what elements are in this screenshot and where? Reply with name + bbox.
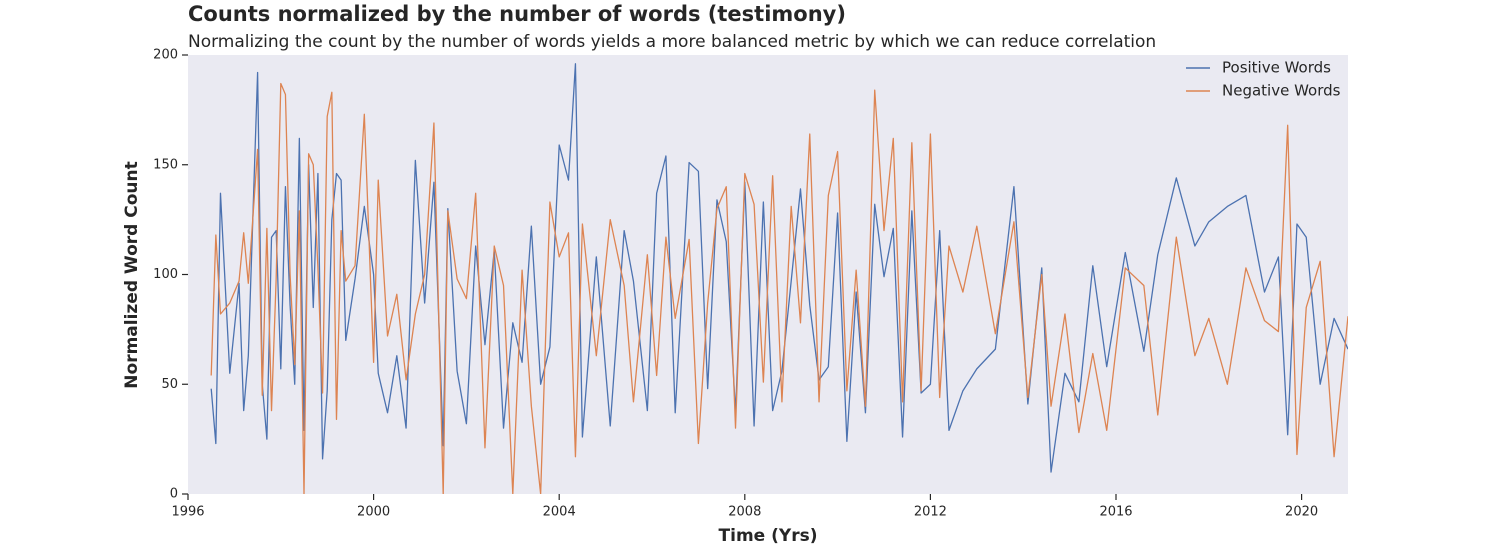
chart-title: Counts normalized by the number of words… <box>188 2 846 26</box>
x-tick-label: 2000 <box>357 505 390 520</box>
y-tick-label: 150 <box>153 157 178 172</box>
x-tick-label: 2020 <box>1285 505 1318 520</box>
x-tick-label: 2008 <box>728 505 761 520</box>
y-tick-label: 100 <box>153 267 178 282</box>
y-tick-label: 50 <box>161 377 178 392</box>
legend-label: Negative Words <box>1222 82 1341 100</box>
legend-label: Positive Words <box>1222 59 1331 77</box>
x-tick-label: 2016 <box>1099 505 1132 520</box>
chart-subtitle: Normalizing the count by the number of w… <box>188 32 1156 52</box>
y-tick-label: 0 <box>170 487 178 502</box>
series-line <box>210 63 1348 473</box>
x-tick-label: 2004 <box>543 505 576 520</box>
y-axis-label: Normalized Word Count <box>122 161 142 388</box>
x-axis-label: Time (Yrs) <box>719 526 818 546</box>
x-tick-label: 1996 <box>171 505 204 520</box>
series-lines <box>210 63 1348 494</box>
y-tick-label: 200 <box>153 48 178 63</box>
x-tick-label: 2012 <box>914 505 947 520</box>
series-line <box>210 82 1348 494</box>
